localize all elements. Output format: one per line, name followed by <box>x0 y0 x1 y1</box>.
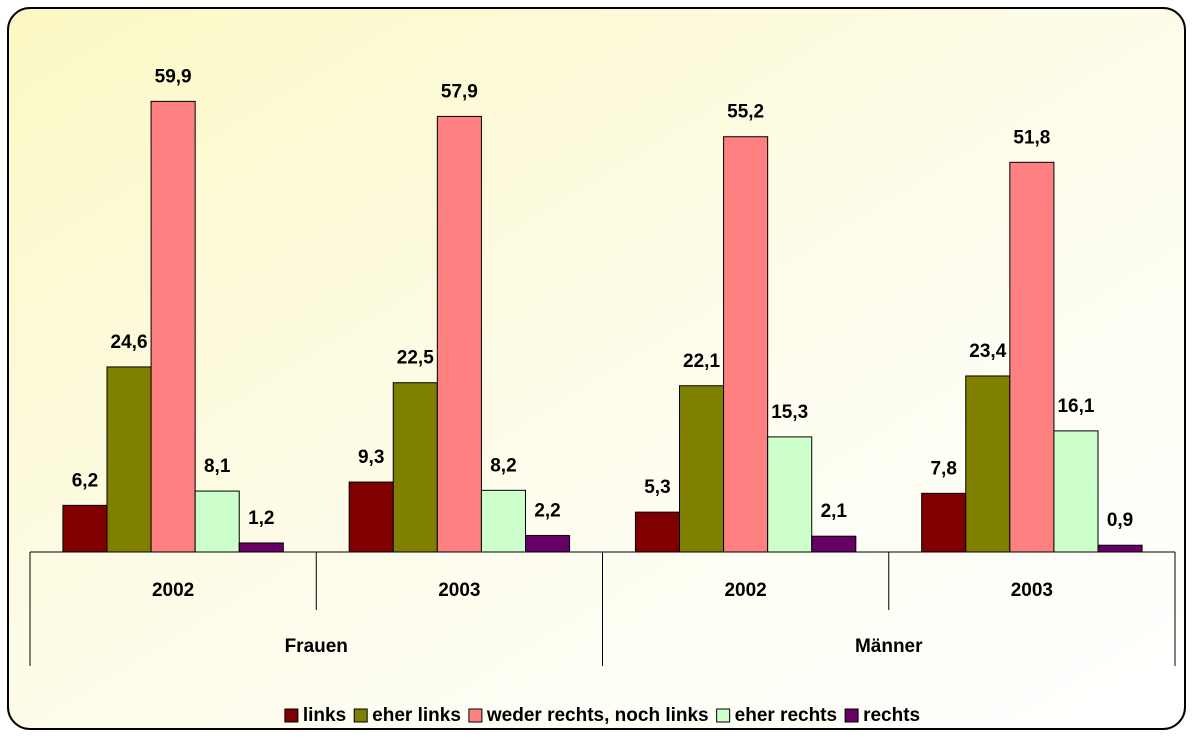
legend-swatch <box>716 708 731 723</box>
bar <box>150 100 196 553</box>
bar <box>436 115 482 553</box>
bar <box>921 492 967 553</box>
x-tick-label: 2003 <box>1011 580 1053 601</box>
x-tick-label: 2003 <box>438 580 480 601</box>
bar <box>524 534 571 553</box>
data-label: 15,3 <box>771 402 808 423</box>
data-label: 0,9 <box>1107 510 1133 531</box>
bar <box>194 490 240 553</box>
bar <box>238 542 284 553</box>
data-label: 5,3 <box>644 477 670 498</box>
data-label: 55,2 <box>727 102 764 123</box>
data-label: 16,1 <box>1057 396 1094 417</box>
legend-label: eher links <box>372 705 461 726</box>
data-label: 24,6 <box>111 332 148 353</box>
data-label: 7,8 <box>930 458 956 479</box>
data-label: 2,2 <box>534 500 560 521</box>
bar <box>1053 430 1099 553</box>
bar <box>965 375 1011 553</box>
data-label: 8,2 <box>490 455 516 476</box>
group-label: Männer <box>855 636 923 657</box>
group-label: Frauen <box>285 636 348 657</box>
data-label: 2,1 <box>821 501 848 522</box>
bar <box>392 382 438 553</box>
data-label: 1,2 <box>248 508 274 529</box>
bar <box>679 385 725 553</box>
data-label: 51,8 <box>1013 127 1050 148</box>
bar <box>1009 161 1055 553</box>
bar <box>767 436 813 553</box>
legend-label: links <box>303 705 346 726</box>
data-label: 57,9 <box>441 81 478 102</box>
legend-label: rechts <box>863 705 920 726</box>
bar <box>480 489 526 553</box>
bar <box>1097 544 1143 553</box>
data-label: 22,1 <box>683 351 720 372</box>
data-label: 9,3 <box>358 447 384 468</box>
legend-swatch <box>284 708 299 723</box>
bar <box>634 511 681 553</box>
bar <box>723 136 769 553</box>
data-label: 6,2 <box>72 470 98 491</box>
bar <box>348 481 394 553</box>
legend-swatch <box>844 708 859 723</box>
bar <box>106 366 152 553</box>
chart-frame <box>7 7 1186 730</box>
legend-label: eher rechts <box>735 705 837 726</box>
data-label: 8,1 <box>204 456 231 477</box>
x-tick-label: 2002 <box>724 580 766 601</box>
bar <box>811 535 857 553</box>
legend-label: weder rechts, noch links <box>486 705 709 726</box>
bar <box>62 504 108 553</box>
legend-swatch <box>353 708 368 723</box>
data-label: 59,9 <box>155 66 192 87</box>
data-label: 23,4 <box>969 341 1006 362</box>
data-label: 22,5 <box>397 348 434 369</box>
x-tick-label: 2002 <box>152 580 194 601</box>
legend-swatch <box>468 708 483 723</box>
